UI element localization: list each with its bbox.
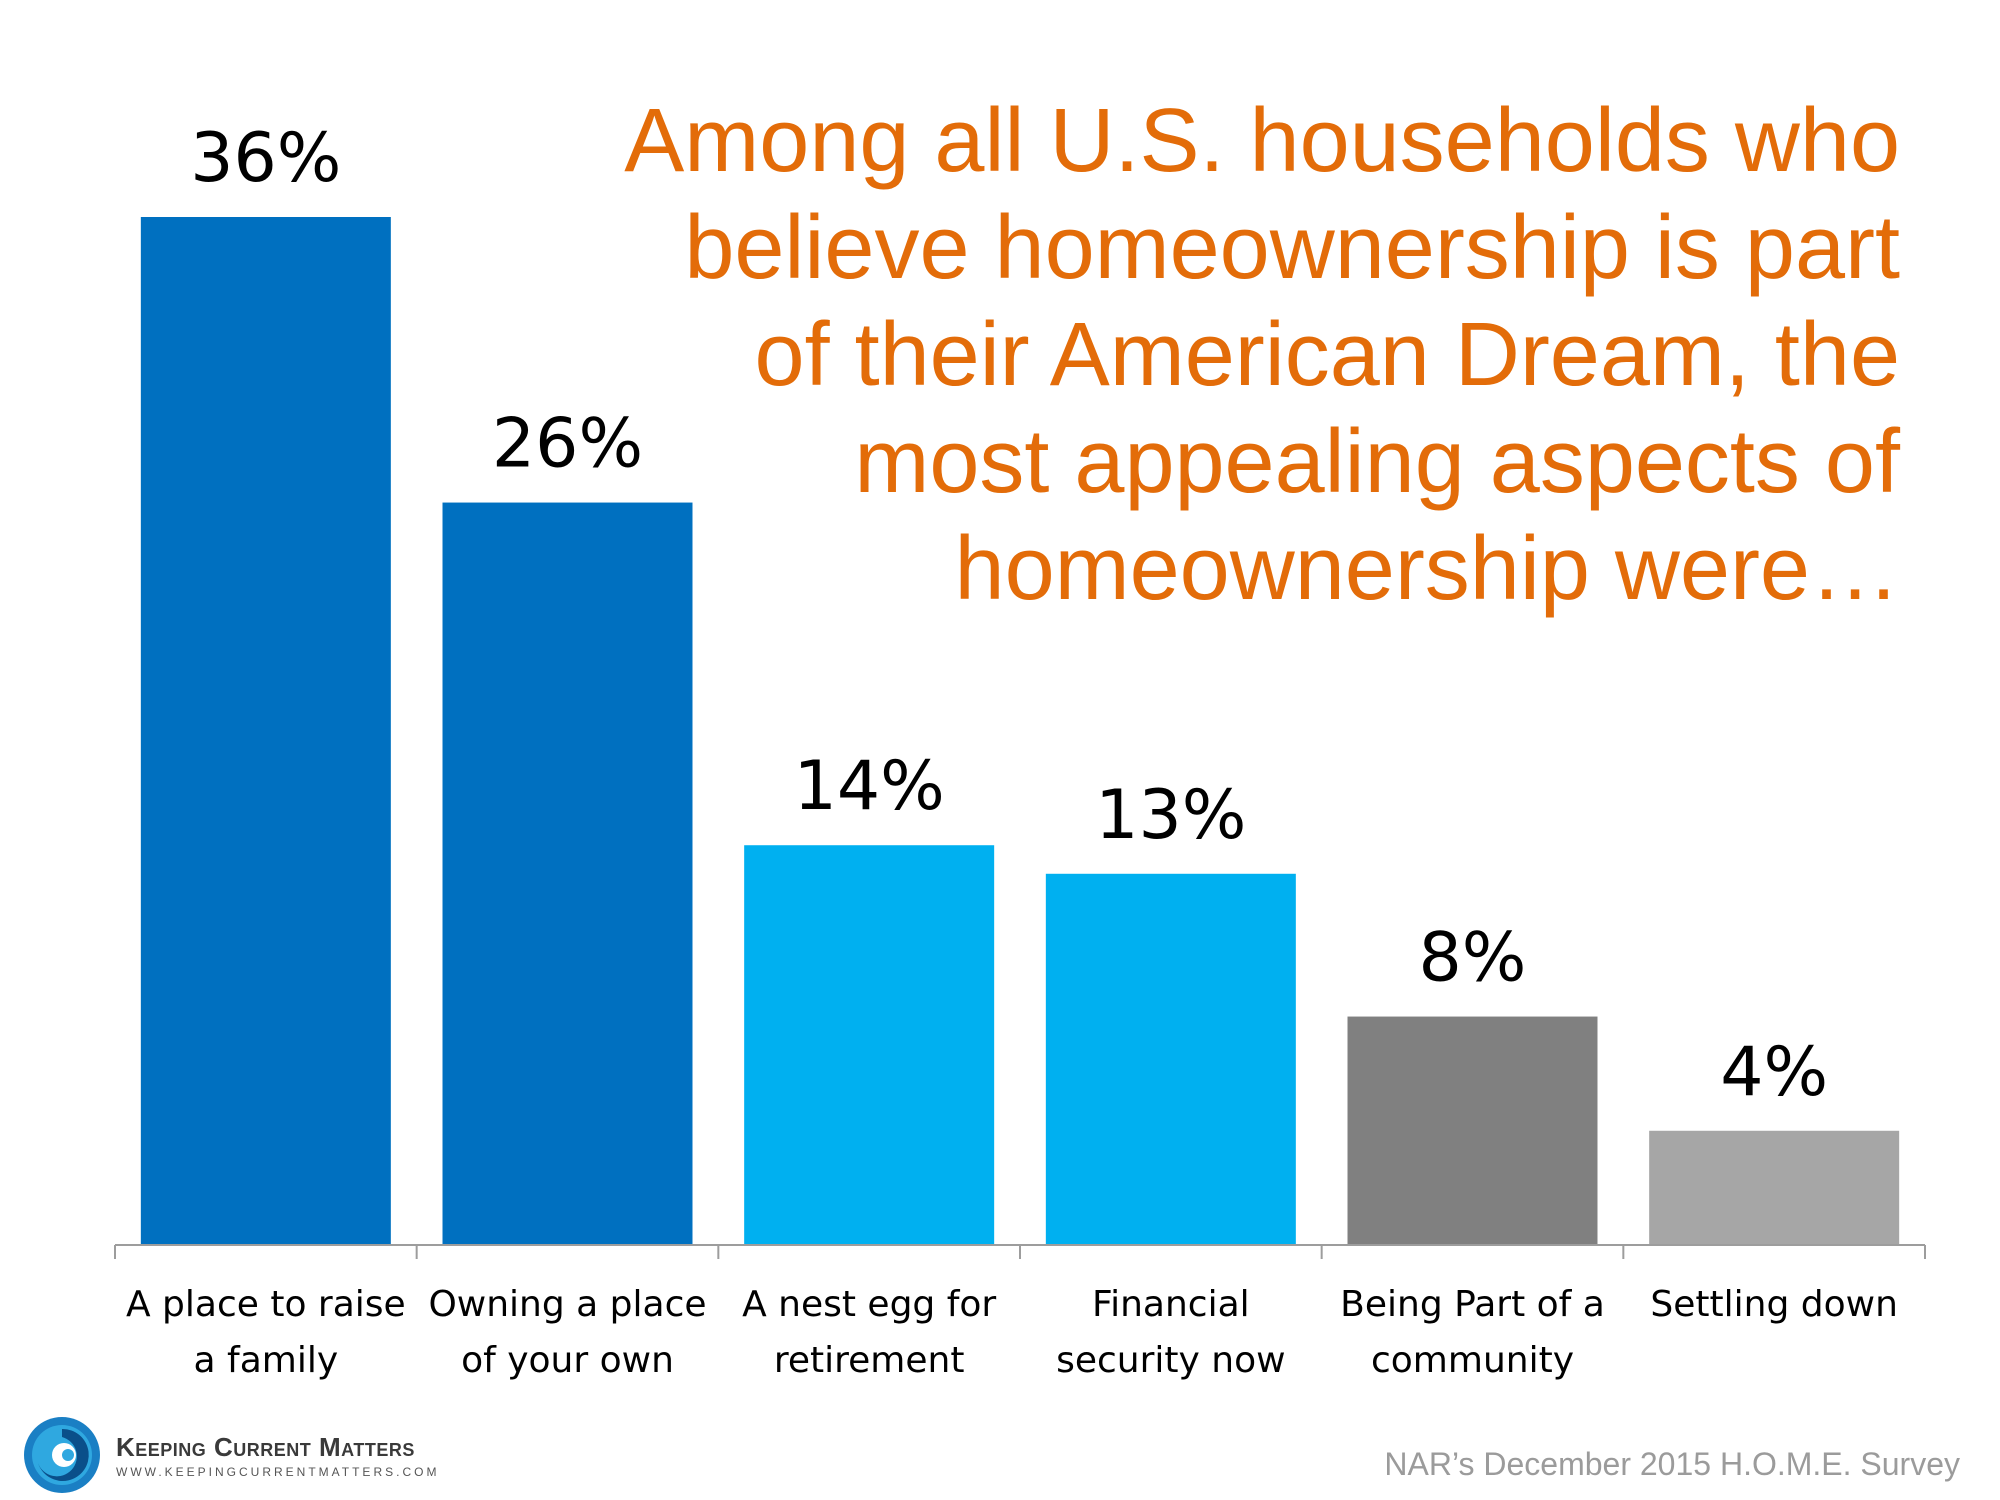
chart-title: Among all U.S. households who believe ho…: [500, 88, 1900, 623]
bar: [1649, 1130, 1900, 1245]
source-note: NAR’s December 2015 H.O.M.E. Survey: [1384, 1446, 1960, 1482]
bars-layer: [140, 217, 1900, 1245]
title-line: Among all U.S. households who: [624, 91, 1900, 191]
data-label: 13%: [1095, 776, 1246, 855]
logo-name: Keeping Current Matters: [116, 1431, 415, 1462]
bar: [1347, 1016, 1598, 1245]
bar: [140, 217, 391, 1245]
category-label: Settling down: [1650, 1284, 1897, 1325]
category-label: Being Part of a community: [1340, 1284, 1605, 1381]
category-label: Owning a place of your own: [428, 1284, 706, 1381]
data-label: 26%: [492, 405, 643, 484]
bar: [442, 502, 693, 1245]
swirl-logo-icon: [24, 1417, 100, 1493]
x-axis: [114, 1244, 1926, 1259]
labels-layer: 36% A place to raise a family 26% Owning a p…: [126, 119, 1898, 1381]
data-label: 14%: [794, 747, 945, 826]
company-logo: Keeping Current Matters WWW.KEEPINGCURRE…: [22, 1412, 439, 1498]
data-label: 36%: [190, 119, 341, 198]
title-line: homeownership were…: [954, 519, 1900, 619]
title-line: of their American Dream, the: [754, 305, 1900, 405]
category-label: A place to raise a family: [126, 1284, 406, 1381]
bar: [744, 845, 995, 1245]
title-line: believe homeownership is part: [684, 198, 1900, 298]
title-line: most appealing aspects of: [854, 412, 1900, 512]
logo-url: WWW.KEEPINGCURRENTMATTERS.COM: [116, 1464, 440, 1479]
category-label: A nest egg for retirement: [742, 1284, 996, 1381]
data-label: 8%: [1419, 919, 1527, 998]
bar: [1045, 873, 1296, 1245]
category-label: Financial security now: [1056, 1284, 1285, 1381]
data-label: 4%: [1720, 1033, 1828, 1112]
